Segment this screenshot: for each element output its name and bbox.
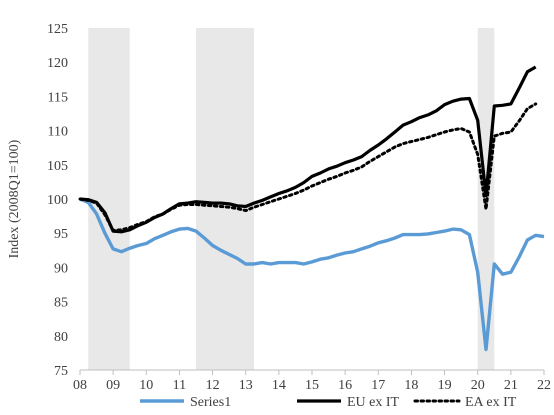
x-tick-label: 21 [504, 378, 518, 393]
x-tick-label: 20 [471, 378, 485, 393]
y-tick-label: 90 [54, 261, 68, 276]
x-tick-label: 19 [438, 378, 452, 393]
chart-legend: Series1 EU ex IT EA ex IT [140, 395, 517, 410]
x-tick-label: 14 [272, 378, 286, 393]
series-line-ea-ex-it [78, 102, 538, 232]
y-axis-label: Index (2008Q1=100) [7, 139, 22, 258]
y-tick-label: 95 [54, 227, 68, 242]
recession-shading [88, 28, 495, 370]
x-tick-label: 22 [537, 378, 551, 393]
x-tick-label: 17 [371, 378, 385, 393]
series-line-series1 [79, 197, 545, 352]
y-tick-label: 105 [47, 159, 68, 174]
y-tick-label: 75 [54, 364, 68, 379]
y-tick-label: 80 [54, 330, 68, 345]
y-tick-label: 115 [48, 90, 68, 105]
x-tick-label: 13 [239, 378, 253, 393]
y-tick-label: 110 [48, 125, 68, 140]
recession-band [196, 28, 254, 370]
legend-label-series1: Series1 [190, 395, 231, 410]
y-tick-label: 85 [54, 296, 68, 311]
x-tick-label: 18 [404, 378, 418, 393]
y-tick-label: 125 [47, 22, 68, 37]
y-tick-label: 100 [47, 193, 68, 208]
y-axis-ticks: 75 80 85 90 95 100 105 110 115 120 125 [47, 22, 68, 379]
x-tick-label: 09 [106, 378, 120, 393]
legend-label-eu-ex-it: EU ex IT [347, 395, 400, 410]
x-tick-label: 16 [338, 378, 352, 393]
x-tick-label: 08 [73, 378, 87, 393]
legend-label-ea-ex-it: EA ex IT [465, 395, 517, 410]
y-tick-label: 120 [47, 56, 68, 71]
x-tick-label: 10 [139, 378, 153, 393]
x-axis-ticks: 08 09 10 11 12 13 14 15 16 17 18 19 20 21 22 [73, 370, 551, 393]
recession-band [88, 28, 130, 370]
x-tick-label: 12 [206, 378, 220, 393]
series-layer [78, 65, 545, 352]
series-line-eu-ex-it [79, 65, 537, 234]
x-tick-label: 11 [173, 378, 186, 393]
x-tick-label: 15 [305, 378, 319, 393]
